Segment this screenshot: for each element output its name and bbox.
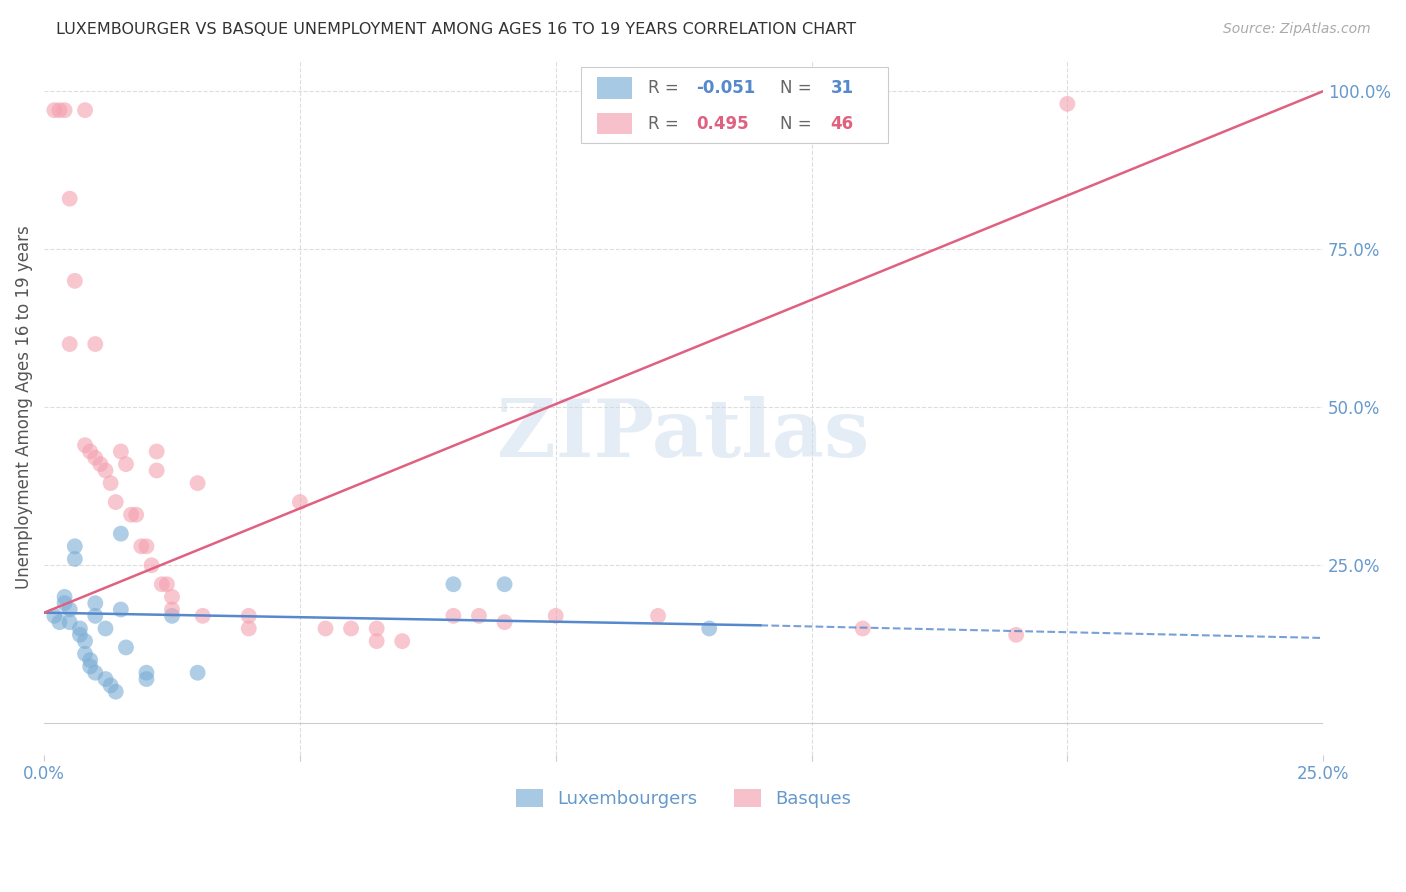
Point (852, 622, 875, 636)
Point (1005, 628, 1028, 642)
Point (48, 103, 70, 118)
Point (84, 337, 107, 351)
Point (145, 463, 167, 477)
Point (73, 647, 96, 661)
Point (84, 450, 107, 465)
Point (544, 608, 567, 623)
Point (94, 463, 117, 477)
Point (135, 539, 157, 553)
Text: ZIPatlas: ZIPatlas (498, 396, 870, 474)
Point (84, 596, 107, 610)
Point (145, 444, 167, 458)
Point (115, 457, 138, 471)
Point (366, 634, 388, 648)
Point (104, 684, 127, 698)
Point (79, 653, 101, 667)
Y-axis label: Unemployment Among Ages 16 to 19 years: Unemployment Among Ages 16 to 19 years (15, 226, 32, 589)
Point (89, 457, 111, 471)
Point (160, 590, 183, 604)
Point (53, 590, 76, 604)
Point (104, 495, 127, 509)
Point (53, 596, 76, 610)
Text: 46: 46 (831, 115, 853, 133)
Point (73, 634, 96, 648)
Point (156, 577, 179, 591)
Point (697, 622, 720, 636)
Point (94, 622, 117, 636)
Point (315, 622, 337, 636)
Point (1056, 96, 1078, 111)
Point (187, 476, 209, 491)
Point (69, 622, 91, 636)
Point (238, 622, 260, 636)
FancyBboxPatch shape (596, 113, 633, 135)
Point (441, 577, 464, 591)
Text: LUXEMBOURGER VS BASQUE UNEMPLOYMENT AMONG AGES 16 TO 19 YEARS CORRELATION CHART: LUXEMBOURGER VS BASQUE UNEMPLOYMENT AMON… (56, 22, 856, 37)
Point (48, 615, 70, 629)
Point (79, 659, 101, 673)
Point (73, 103, 96, 118)
Point (120, 508, 142, 522)
Point (135, 672, 157, 686)
Point (494, 615, 516, 629)
Point (110, 526, 132, 541)
Point (141, 558, 163, 573)
Point (187, 665, 209, 680)
Point (494, 577, 516, 591)
Text: N =: N = (779, 115, 817, 133)
Point (366, 622, 388, 636)
Point (100, 476, 122, 491)
Text: 0.495: 0.495 (696, 115, 749, 133)
Text: R =: R = (648, 115, 683, 133)
Point (288, 495, 311, 509)
Point (160, 602, 183, 616)
Text: -0.051: -0.051 (696, 79, 755, 97)
FancyBboxPatch shape (581, 67, 889, 143)
Point (63, 539, 86, 553)
Point (69, 628, 91, 642)
Point (135, 665, 157, 680)
Point (73, 438, 96, 452)
Point (94, 672, 117, 686)
Point (63, 552, 86, 566)
Point (131, 539, 153, 553)
Point (125, 508, 148, 522)
Point (44, 608, 66, 623)
Point (84, 665, 107, 680)
Text: R =: R = (648, 79, 683, 97)
Point (79, 444, 101, 458)
Point (468, 608, 491, 623)
Point (100, 678, 122, 692)
Point (160, 608, 183, 623)
Point (150, 577, 173, 591)
Point (59, 192, 82, 206)
Point (191, 608, 214, 623)
Point (59, 602, 82, 616)
Text: 31: 31 (831, 79, 853, 97)
Legend: Luxembourgers, Basques: Luxembourgers, Basques (509, 781, 859, 815)
Point (391, 634, 413, 648)
Point (115, 640, 138, 655)
Point (84, 608, 107, 623)
Point (59, 615, 82, 629)
Point (44, 103, 66, 118)
Point (340, 622, 363, 636)
Text: N =: N = (779, 79, 817, 97)
Point (110, 444, 132, 458)
Point (63, 274, 86, 288)
Point (110, 602, 132, 616)
Point (647, 608, 669, 623)
Point (441, 608, 464, 623)
Point (238, 608, 260, 623)
Text: Source: ZipAtlas.com: Source: ZipAtlas.com (1223, 22, 1371, 37)
FancyBboxPatch shape (596, 78, 633, 98)
Point (59, 337, 82, 351)
Point (53, 103, 76, 118)
